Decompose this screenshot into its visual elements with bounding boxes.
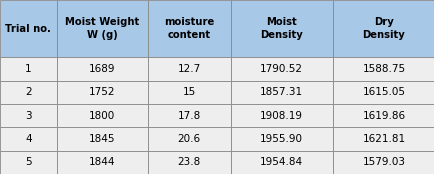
Text: Moist
Density: Moist Density (260, 17, 302, 40)
Text: 5: 5 (25, 157, 32, 167)
Bar (332, 151, 434, 174)
Text: 1845: 1845 (89, 134, 115, 144)
Text: 1790.52: 1790.52 (260, 64, 302, 74)
Text: 3: 3 (25, 110, 32, 121)
Text: 1908.19: 1908.19 (260, 110, 302, 121)
Bar (0, 151, 56, 174)
Bar (56, 81, 148, 104)
Bar (332, 127, 434, 151)
Text: 20.6: 20.6 (177, 134, 201, 144)
Bar (56, 0, 148, 57)
Text: 1621.81: 1621.81 (362, 134, 404, 144)
Bar (0, 127, 56, 151)
Text: 1954.84: 1954.84 (260, 157, 302, 167)
Bar (56, 57, 148, 81)
Bar (148, 57, 230, 81)
Text: 2: 2 (25, 87, 32, 97)
Text: 1752: 1752 (89, 87, 115, 97)
Bar (230, 104, 332, 127)
Text: 1689: 1689 (89, 64, 115, 74)
Text: 15: 15 (182, 87, 195, 97)
Text: 1857.31: 1857.31 (260, 87, 302, 97)
Bar (56, 151, 148, 174)
Bar (56, 127, 148, 151)
Bar (148, 81, 230, 104)
Text: 4: 4 (25, 134, 32, 144)
Text: 1: 1 (25, 64, 32, 74)
Text: 1800: 1800 (89, 110, 115, 121)
Bar (332, 104, 434, 127)
Bar (230, 127, 332, 151)
Bar (230, 0, 332, 57)
Text: Dry
Density: Dry Density (362, 17, 404, 40)
Bar (148, 151, 230, 174)
Text: Moist Weight
W (g): Moist Weight W (g) (65, 17, 139, 40)
Bar (148, 104, 230, 127)
Text: 1579.03: 1579.03 (362, 157, 404, 167)
Text: 12.7: 12.7 (177, 64, 201, 74)
Bar (148, 127, 230, 151)
Text: 1588.75: 1588.75 (362, 64, 404, 74)
Text: 17.8: 17.8 (177, 110, 201, 121)
Text: moisture
content: moisture content (164, 17, 214, 40)
Bar (0, 57, 56, 81)
Text: 1955.90: 1955.90 (260, 134, 302, 144)
Text: 23.8: 23.8 (177, 157, 201, 167)
Bar (332, 81, 434, 104)
Bar (332, 57, 434, 81)
Bar (0, 0, 56, 57)
Text: 1619.86: 1619.86 (362, 110, 404, 121)
Text: 1615.05: 1615.05 (362, 87, 404, 97)
Text: Trial no.: Trial no. (5, 23, 51, 34)
Bar (56, 104, 148, 127)
Bar (148, 0, 230, 57)
Bar (230, 81, 332, 104)
Text: 1844: 1844 (89, 157, 115, 167)
Bar (0, 104, 56, 127)
Bar (230, 57, 332, 81)
Bar (332, 0, 434, 57)
Bar (230, 151, 332, 174)
Bar (0, 81, 56, 104)
